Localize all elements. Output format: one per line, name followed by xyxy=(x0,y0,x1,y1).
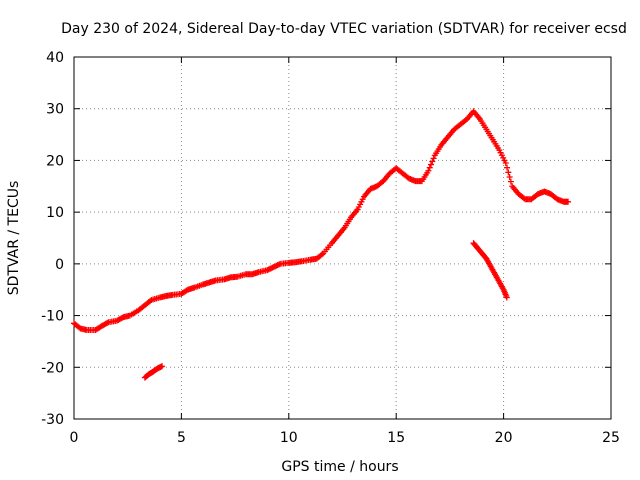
data-point xyxy=(502,160,509,167)
y-tick-label: -10 xyxy=(41,309,64,325)
y-tick-label: 10 xyxy=(46,205,64,221)
data-point xyxy=(159,363,166,370)
data-point xyxy=(504,164,511,171)
data-point xyxy=(425,167,432,174)
x-tick-label: 5 xyxy=(177,430,186,446)
plot-frame xyxy=(73,56,612,420)
x-tick-label: 15 xyxy=(387,430,405,446)
data-point xyxy=(104,320,111,327)
x-tick-label: 25 xyxy=(602,430,620,446)
y-tick-label: 40 xyxy=(46,50,64,66)
data-point xyxy=(503,294,510,301)
chart-title: Day 230 of 2024, Sidereal Day-to-day VTE… xyxy=(61,21,627,37)
data-points xyxy=(71,108,572,381)
data-point xyxy=(507,178,514,185)
data-point xyxy=(506,173,513,180)
data-point xyxy=(427,161,434,168)
y-tick-label: 0 xyxy=(55,257,64,273)
y-tick-label: -30 xyxy=(41,412,64,428)
data-point xyxy=(147,298,154,305)
data-point xyxy=(318,251,325,258)
x-tick-label: 0 xyxy=(70,430,79,446)
data-point xyxy=(430,155,437,162)
y-axis-title: SDTVAR / TECUs xyxy=(6,181,22,296)
y-tick-label: 30 xyxy=(46,102,64,118)
grid-lines xyxy=(74,57,611,419)
axis-ticks: 0 5 10 15 20 25 -30 -20 -10 0 10 20 30 40 xyxy=(41,50,620,446)
x-tick-label: 10 xyxy=(280,430,298,446)
data-point xyxy=(505,169,512,176)
x-tick-label: 20 xyxy=(495,430,513,446)
data-point xyxy=(426,164,433,171)
y-tick-label: -20 xyxy=(41,360,64,376)
y-tick-label: 20 xyxy=(46,153,64,169)
data-point xyxy=(429,158,436,165)
data-series xyxy=(470,240,510,301)
data-point xyxy=(565,198,572,205)
data-series xyxy=(71,108,572,334)
x-axis-title: GPS time / hours xyxy=(281,459,398,475)
data-series xyxy=(141,363,166,381)
